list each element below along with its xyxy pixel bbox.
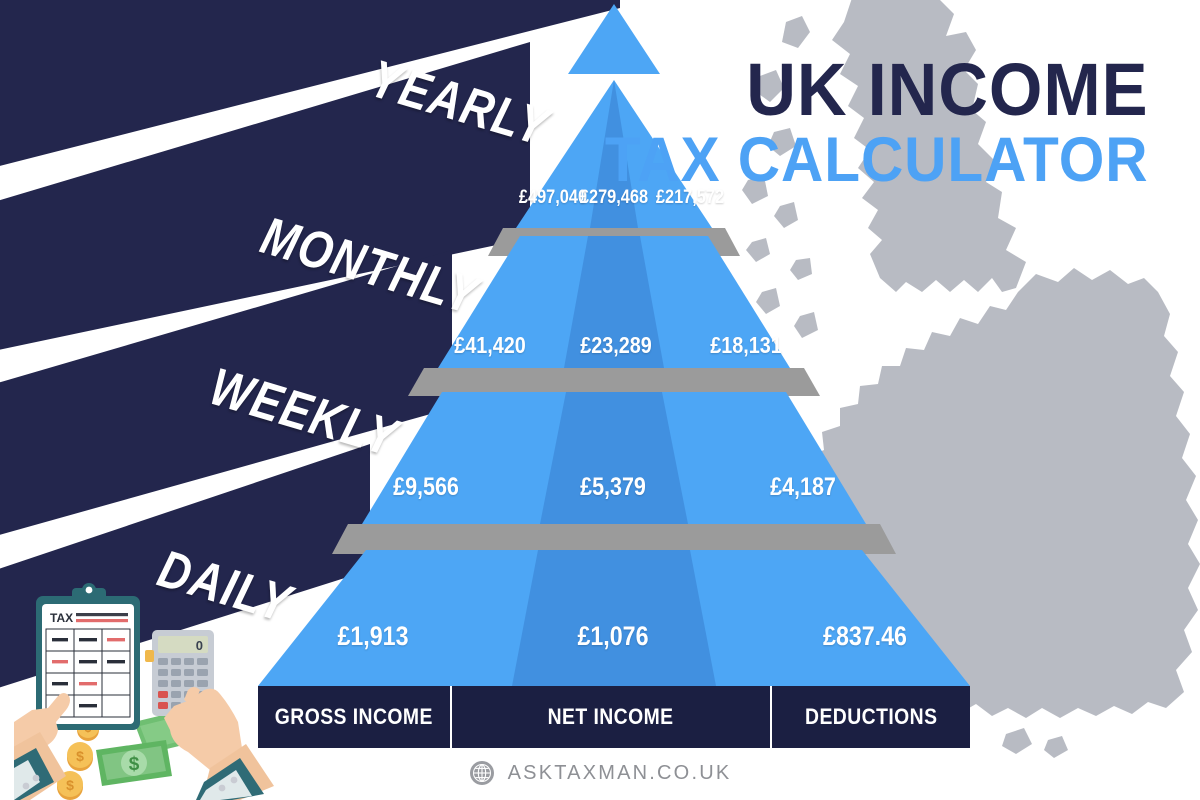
- legend-net-income-label: NET INCOME: [548, 704, 674, 729]
- value-daily-net: £1,076: [577, 621, 649, 651]
- value-monthly-gross: £41,420: [454, 332, 526, 358]
- banknotes-icon: $: [96, 708, 204, 786]
- title-line-2: TAX CALCULATOR: [604, 125, 1148, 196]
- hand-left-icon: [14, 693, 70, 800]
- value-weekly-deductions: £4,187: [770, 473, 836, 501]
- value-yearly-deductions: £217,572: [655, 187, 725, 208]
- legend-deductions: DEDUCTIONS: [772, 686, 970, 748]
- pyramid-tier-weekly: [362, 392, 866, 524]
- clipboard-tax-label: TAX: [50, 611, 73, 625]
- value-weekly-gross: £9,566: [393, 473, 459, 501]
- legend-net-income: NET INCOME: [452, 686, 772, 748]
- site-footer: ASKTAXMAN.CO.UK: [0, 752, 1200, 794]
- pyramid-tier-daily: [258, 550, 970, 686]
- title-line-1: UK INCOME: [745, 48, 1148, 131]
- legend-deductions-label: DEDUCTIONS: [804, 704, 938, 729]
- value-daily-gross: £1,913: [337, 621, 409, 651]
- value-monthly-net: £23,289: [580, 332, 652, 358]
- tier-separator-2: [408, 368, 820, 396]
- pyramid-apex: [568, 4, 660, 74]
- pyramid-tier-yearly: [516, 80, 712, 228]
- value-yearly-gross: £497,040: [518, 187, 588, 208]
- globe-icon: [469, 760, 495, 786]
- value-weekly-net: £5,379: [580, 473, 646, 501]
- band-yearly: [0, 0, 620, 166]
- value-monthly-deductions: £18,131: [710, 332, 782, 358]
- value-daily-deductions: £837.46: [823, 621, 907, 651]
- svg-text:0: 0: [196, 638, 203, 653]
- tax-illustration: $ $ $ $ $: [14, 572, 294, 800]
- column-legend-bar: GROSS INCOME NET INCOME DEDUCTIONS: [258, 686, 970, 748]
- page-title: UK INCOME TAX CALCULATOR: [564, 48, 1148, 196]
- pyramid-tier-monthly: [438, 236, 790, 368]
- legend-gross-income-label: GROSS INCOME: [274, 704, 434, 729]
- tier-separator-3: [332, 524, 896, 554]
- band-monthly: [0, 42, 530, 350]
- band-weekly: [0, 250, 452, 535]
- value-yearly-net: £279,468: [579, 187, 649, 208]
- hand-right-icon: [164, 687, 274, 800]
- legend-gross-income: GROSS INCOME: [258, 686, 452, 748]
- svg-text:$: $: [66, 777, 74, 793]
- site-url-label: ASKTAXMAN.CO.UK: [507, 761, 732, 784]
- svg-text:$: $: [129, 754, 140, 775]
- svg-text:$: $: [76, 748, 84, 764]
